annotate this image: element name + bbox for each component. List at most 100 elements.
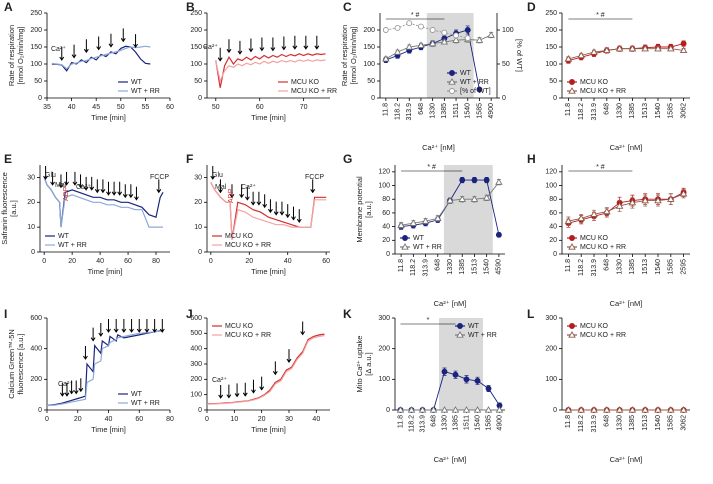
addition-arrow [300, 321, 306, 336]
marker [495, 231, 502, 238]
legend-label: MCU KO [291, 79, 320, 86]
addition-arrow [259, 37, 265, 52]
marker [487, 31, 495, 38]
panel-letter: C [343, 0, 352, 14]
x-tick-label: 648 [604, 259, 611, 271]
x-axis-label: Time [min] [88, 267, 123, 276]
y-axis-label: [nmol O₂/min/mg] [349, 27, 358, 85]
addition-arrow [229, 184, 235, 199]
marker [654, 196, 662, 204]
y-tick-label: 20 [549, 237, 557, 244]
y-tick-label: 250 [30, 10, 42, 17]
y-axis-label: fluorescence [a.u.] [16, 333, 25, 394]
y-axis-label: Rate of respiration [340, 25, 349, 86]
addition-arrow [273, 201, 279, 216]
x-tick-label: 313.9 [422, 259, 429, 277]
marker [406, 20, 413, 27]
marker [568, 87, 576, 94]
marker [679, 189, 688, 197]
marker [409, 219, 418, 226]
legend-label: WT [468, 323, 480, 330]
x-tick-label: 50 [117, 104, 125, 111]
marker [393, 48, 402, 55]
x-tick-label: 648 [418, 103, 425, 115]
marker [382, 54, 390, 62]
y-tick-label: 0 [553, 251, 557, 258]
y-tick-label: 300 [378, 315, 390, 322]
marker [484, 406, 493, 413]
addition-arrow [234, 383, 240, 398]
y-tick-label: 0 [198, 95, 202, 102]
x-tick-label: 40 [96, 258, 104, 265]
addition-arrow [94, 179, 100, 194]
series-line [385, 34, 492, 60]
legend-label: MCU KO [580, 79, 609, 86]
legend-label: WT [131, 79, 143, 86]
x-tick-label: 648 [604, 103, 611, 115]
marker [457, 323, 463, 329]
marker [440, 37, 449, 45]
legend-label: MCU KO + RR [580, 244, 626, 251]
x-tick-label: 20 [74, 416, 82, 423]
y-axis-label: Membrane potential [355, 176, 364, 243]
y-tick-label: 0 [198, 407, 202, 414]
x-tick-label: 0 [45, 416, 49, 423]
addition-arrow [71, 44, 77, 59]
marker [628, 198, 637, 206]
y-tick-label: 200 [363, 27, 375, 34]
addition-arrow [96, 36, 102, 51]
marker [654, 44, 662, 52]
x-axis-label: Ca²⁺ [nM] [422, 143, 455, 152]
addition-arrow [113, 319, 119, 333]
series-line [51, 45, 151, 70]
y-tick-label: 200 [545, 27, 557, 34]
series-line [46, 330, 163, 406]
x-tick-label: 313.9 [591, 259, 598, 277]
marker [590, 406, 598, 413]
y-tick-label: 600 [30, 315, 42, 322]
x-axis-label: Ca²⁺ [nM] [610, 455, 643, 464]
legend-label: WT [413, 235, 425, 242]
addition-arrow [133, 34, 138, 49]
addition-arrow [310, 179, 316, 194]
x-tick-label: 1540 [465, 103, 472, 119]
x-tick-label: 40 [68, 104, 76, 111]
x-tick-label: 11.8 [398, 259, 405, 272]
addition-arrow [144, 319, 150, 333]
x-tick-label: 1385 [452, 415, 459, 431]
x-tick-label: 60 [135, 416, 143, 423]
addition-arrow [259, 376, 265, 391]
marker [459, 177, 466, 184]
x-tick-label: 313.9 [591, 103, 598, 121]
y-tick-label: 50 [549, 78, 557, 85]
marker [452, 36, 460, 43]
addition-arrow [128, 184, 134, 199]
addition-arrow [89, 176, 95, 191]
series-line [206, 335, 325, 405]
addition-arrow [59, 47, 65, 61]
x-tick-label: 1585 [668, 259, 675, 275]
y-tick-label: 60 [549, 210, 557, 217]
x-tick-label: 3062 [680, 415, 687, 431]
trace-label: Mal [55, 182, 67, 189]
y-tick-label: 200 [190, 376, 202, 383]
y-tick-label: 100 [363, 61, 375, 68]
addition-arrow [83, 346, 88, 360]
addition-arrow [136, 319, 142, 333]
marker [603, 406, 611, 413]
addition-arrow [303, 35, 309, 50]
y-tick-label: 400 [190, 346, 202, 353]
x-tick-label: 40 [312, 416, 320, 423]
x-tick-label: 50 [212, 104, 220, 111]
x-axis-label: Time [min] [251, 113, 286, 122]
addition-arrow [286, 349, 292, 363]
legend-label: WT + RR [460, 79, 489, 86]
marker [667, 44, 675, 52]
marker [441, 368, 448, 375]
y-tick-label: 10 [194, 224, 202, 231]
x-tick-label: 0 [42, 258, 46, 265]
addition-arrow [250, 191, 256, 206]
panel-letter: H [527, 152, 536, 166]
y-tick-label: 250 [190, 10, 202, 17]
series-line [210, 182, 327, 240]
